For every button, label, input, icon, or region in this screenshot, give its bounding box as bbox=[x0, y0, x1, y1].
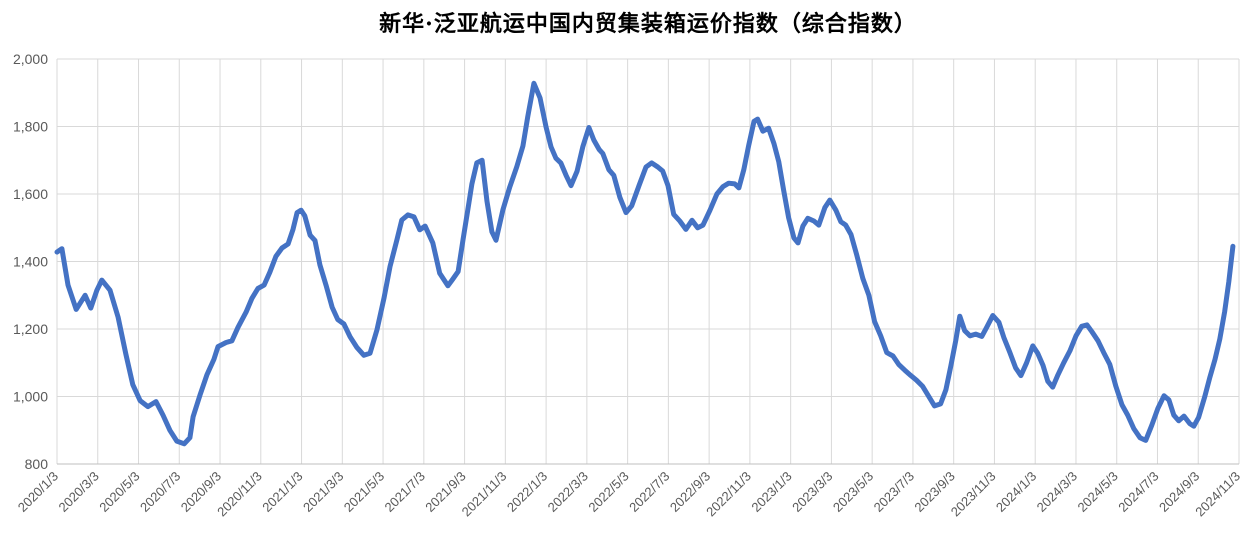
x-tick-label: 2021/3/3 bbox=[300, 469, 346, 515]
chart-title: 新华·泛亚航运中国内贸集装箱运价指数（综合指数） bbox=[379, 11, 917, 37]
x-tick-label: 2020/7/3 bbox=[137, 469, 183, 515]
x-tick-label: 2023/5/3 bbox=[830, 469, 876, 515]
x-tick-label: 2020/3/3 bbox=[55, 469, 101, 515]
x-tick-label: 2021/11/3 bbox=[459, 469, 510, 520]
x-tick-label: 2024/7/3 bbox=[1115, 469, 1161, 515]
x-tick-label: 2023/3/3 bbox=[789, 469, 835, 515]
x-tick-label: 2022/3/3 bbox=[545, 469, 591, 515]
x-tick-label: 2022/11/3 bbox=[703, 469, 754, 520]
x-tick-label: 2023/7/3 bbox=[871, 469, 917, 515]
x-tick-label: 2021/7/3 bbox=[382, 469, 428, 515]
y-tick-label: 800 bbox=[25, 456, 49, 472]
x-tick-label: 2022/7/3 bbox=[626, 469, 672, 515]
y-tick-label: 1,800 bbox=[13, 119, 48, 135]
x-tick-label: 2020/11/3 bbox=[214, 469, 265, 520]
x-tick-label: 2024/11/3 bbox=[1192, 469, 1243, 520]
x-tick-label: 2020/5/3 bbox=[96, 469, 142, 515]
y-tick-label: 1,000 bbox=[13, 389, 48, 405]
x-tick-label: 2022/1/3 bbox=[504, 469, 550, 515]
x-tick-label: 2023/11/3 bbox=[948, 469, 999, 520]
y-tick-label: 1,600 bbox=[13, 186, 48, 202]
y-tick-label: 2,000 bbox=[13, 51, 48, 67]
x-tick-label: 2024/5/3 bbox=[1074, 469, 1120, 515]
x-tick-label: 2023/1/3 bbox=[748, 469, 794, 515]
x-tick-label: 2021/1/3 bbox=[259, 469, 305, 515]
x-tick-label: 2022/5/3 bbox=[585, 469, 631, 515]
y-tick-label: 1,200 bbox=[13, 321, 48, 337]
x-tick-label: 2024/3/3 bbox=[1034, 469, 1080, 515]
x-tick-label: 2024/1/3 bbox=[993, 469, 1039, 515]
y-tick-label: 1,400 bbox=[13, 254, 48, 270]
x-tick-label: 2021/5/3 bbox=[341, 469, 387, 515]
index-series-line bbox=[54, 80, 1236, 447]
x-tick-label: 2020/1/3 bbox=[15, 469, 61, 515]
